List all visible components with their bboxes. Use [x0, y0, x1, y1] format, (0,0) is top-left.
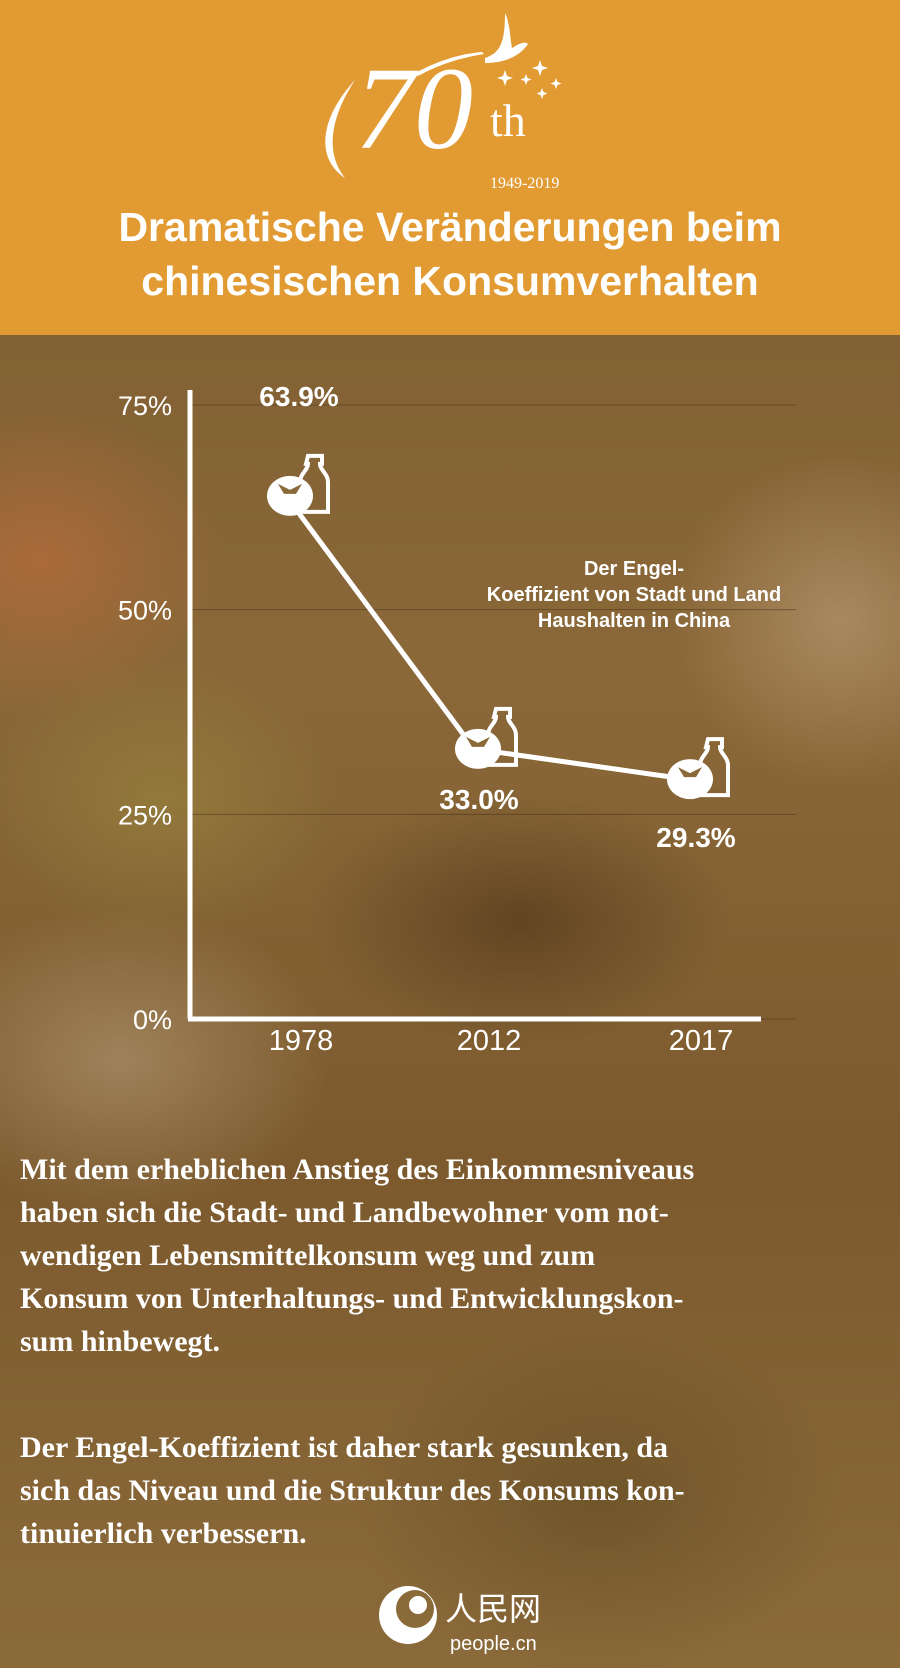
bottle-icon — [486, 706, 518, 767]
people-cn-logo: 人民网 people.cn — [379, 1586, 541, 1655]
tomato-leaf — [466, 736, 490, 747]
title-line-2: chinesischen Konsumverhalten — [141, 258, 759, 304]
bottle-icon — [698, 737, 730, 798]
logo-suffix: th — [490, 95, 526, 146]
70th-anniversary-logo: 70 th 1949-2019 — [325, 13, 562, 192]
brand-cn: 人民网 — [445, 1591, 541, 1627]
x-tick-label: 2012 — [457, 1025, 522, 1057]
stars-icon — [497, 60, 562, 99]
page-title: Dramatische Veränderungen beim chinesisc… — [0, 200, 900, 308]
y-tick-label: 0% — [133, 1005, 172, 1035]
tomato-leaf — [678, 767, 702, 778]
tomato-icon — [455, 728, 501, 769]
x-tick-label: 1978 — [269, 1025, 334, 1057]
engel-coefficient-chart: 0% 25% 50% 75% 1978 2012 2017 63.9% 33.0% 29.3% De… — [118, 381, 796, 1057]
chart-title: Haushalten in China — [538, 610, 731, 632]
tomato-icon — [667, 759, 713, 800]
brand-url: people.cn — [450, 1633, 537, 1655]
x-tick-label: 2017 — [669, 1025, 734, 1057]
header: 70 th 1949-2019 Dramatische Veränderunge… — [0, 0, 900, 335]
title-line-1: Dramatische Veränderungen beim — [118, 204, 782, 250]
tomato-icon — [267, 475, 313, 516]
data-label: 33.0% — [439, 784, 518, 815]
paragraph-2: Der Engel-Koeffizient ist daher stark ge… — [20, 1431, 685, 1550]
tomato-leaf — [278, 483, 302, 494]
logo-years: 1949-2019 — [490, 175, 559, 192]
data-label: 29.3% — [656, 822, 735, 853]
y-tick-label: 75% — [118, 391, 172, 421]
y-tick-label: 25% — [118, 800, 172, 830]
data-label: 63.9% — [259, 381, 338, 412]
bottle-icon — [298, 453, 330, 514]
chart-title: Der Engel- — [584, 558, 684, 580]
y-tick-label: 50% — [118, 596, 172, 626]
paragraph-1: Mit dem erheblichen Anstieg des Einkomme… — [20, 1153, 695, 1358]
logo-number: 70 — [355, 43, 473, 174]
chart-title: Koeffizient von Stadt und Land — [487, 584, 781, 606]
